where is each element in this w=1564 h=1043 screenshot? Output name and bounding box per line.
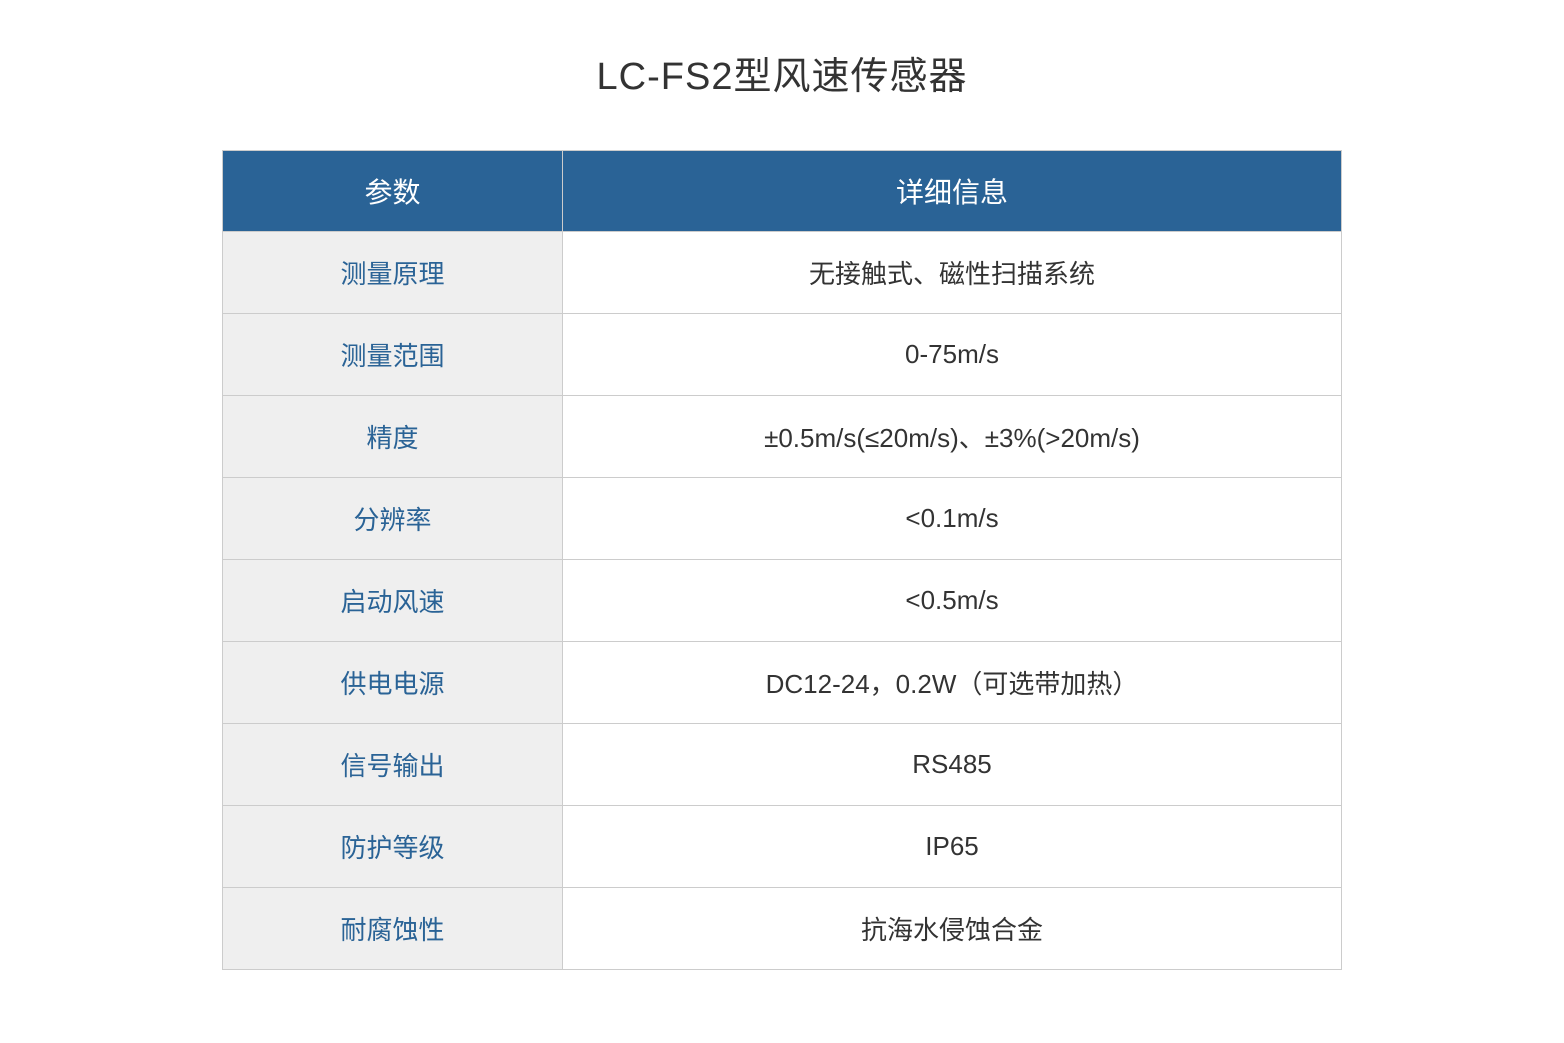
value-cell: RS485 bbox=[563, 724, 1342, 806]
value-cell: ±0.5m/s(≤20m/s)、±3%(>20m/s) bbox=[563, 396, 1342, 478]
value-cell: IP65 bbox=[563, 806, 1342, 888]
header-value: 详细信息 bbox=[563, 151, 1342, 232]
table-header-row: 参数 详细信息 bbox=[223, 151, 1342, 232]
value-cell: DC12-24，0.2W（可选带加热） bbox=[563, 642, 1342, 724]
value-cell: 0-75m/s bbox=[563, 314, 1342, 396]
table-row: 分辨率 <0.1m/s bbox=[223, 478, 1342, 560]
table-row: 精度 ±0.5m/s(≤20m/s)、±3%(>20m/s) bbox=[223, 396, 1342, 478]
table-body: 测量原理 无接触式、磁性扫描系统 测量范围 0-75m/s 精度 ±0.5m/s… bbox=[223, 232, 1342, 970]
table-row: 防护等级 IP65 bbox=[223, 806, 1342, 888]
spec-table: 参数 详细信息 测量原理 无接触式、磁性扫描系统 测量范围 0-75m/s 精度… bbox=[222, 150, 1342, 970]
table-row: 启动风速 <0.5m/s bbox=[223, 560, 1342, 642]
table-row: 测量原理 无接触式、磁性扫描系统 bbox=[223, 232, 1342, 314]
header-param: 参数 bbox=[223, 151, 563, 232]
table-row: 供电电源 DC12-24，0.2W（可选带加热） bbox=[223, 642, 1342, 724]
table-row: 信号输出 RS485 bbox=[223, 724, 1342, 806]
param-cell: 防护等级 bbox=[223, 806, 563, 888]
param-cell: 启动风速 bbox=[223, 560, 563, 642]
param-cell: 分辨率 bbox=[223, 478, 563, 560]
value-cell: <0.5m/s bbox=[563, 560, 1342, 642]
table-row: 耐腐蚀性 抗海水侵蚀合金 bbox=[223, 888, 1342, 970]
page-title: LC-FS2型风速传感器 bbox=[597, 45, 968, 100]
param-cell: 精度 bbox=[223, 396, 563, 478]
value-cell: 无接触式、磁性扫描系统 bbox=[563, 232, 1342, 314]
param-cell: 测量原理 bbox=[223, 232, 563, 314]
param-cell: 测量范围 bbox=[223, 314, 563, 396]
param-cell: 供电电源 bbox=[223, 642, 563, 724]
value-cell: 抗海水侵蚀合金 bbox=[563, 888, 1342, 970]
param-cell: 耐腐蚀性 bbox=[223, 888, 563, 970]
table-row: 测量范围 0-75m/s bbox=[223, 314, 1342, 396]
value-cell: <0.1m/s bbox=[563, 478, 1342, 560]
param-cell: 信号输出 bbox=[223, 724, 563, 806]
